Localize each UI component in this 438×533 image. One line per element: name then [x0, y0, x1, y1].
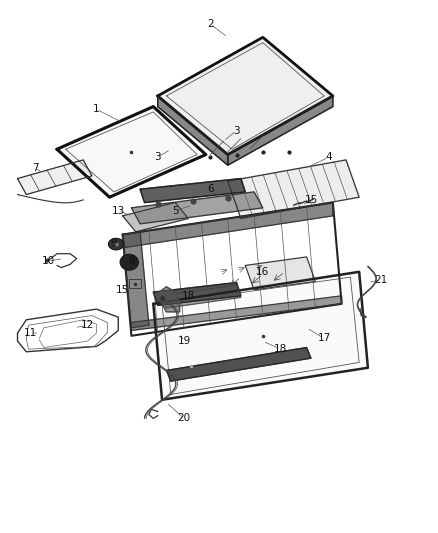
Text: 20: 20: [177, 414, 191, 423]
Text: 3: 3: [154, 152, 161, 162]
Text: 15: 15: [304, 195, 318, 205]
Polygon shape: [140, 179, 245, 203]
Polygon shape: [166, 348, 311, 381]
Text: 9: 9: [110, 238, 117, 247]
Polygon shape: [162, 285, 241, 308]
Text: 21: 21: [374, 275, 388, 285]
Polygon shape: [123, 203, 188, 232]
Text: 2: 2: [207, 19, 214, 29]
Text: 6: 6: [207, 184, 214, 194]
Polygon shape: [123, 232, 149, 328]
Text: 4: 4: [325, 152, 332, 162]
Text: 15: 15: [116, 286, 129, 295]
Text: 18: 18: [274, 344, 287, 354]
Text: 13: 13: [112, 206, 125, 215]
Polygon shape: [245, 257, 315, 290]
Polygon shape: [153, 272, 368, 400]
Text: 3: 3: [233, 126, 240, 135]
Text: 8: 8: [128, 256, 135, 266]
Polygon shape: [158, 96, 228, 165]
Polygon shape: [131, 296, 342, 330]
Polygon shape: [123, 203, 333, 248]
Text: 11: 11: [24, 328, 37, 338]
Text: 1: 1: [93, 104, 100, 114]
Polygon shape: [158, 37, 333, 155]
Text: 17: 17: [318, 334, 331, 343]
Polygon shape: [18, 160, 92, 195]
Polygon shape: [158, 287, 180, 312]
Polygon shape: [153, 282, 241, 305]
Ellipse shape: [108, 238, 124, 250]
Text: 18: 18: [182, 291, 195, 301]
Polygon shape: [131, 192, 263, 224]
Text: 10: 10: [42, 256, 55, 266]
Text: 16: 16: [256, 267, 269, 277]
Text: 5: 5: [172, 206, 179, 215]
Text: 7: 7: [32, 163, 39, 173]
Polygon shape: [228, 96, 333, 165]
Polygon shape: [57, 107, 206, 197]
Text: 12: 12: [81, 320, 94, 330]
Text: 19: 19: [177, 336, 191, 346]
Polygon shape: [228, 160, 359, 219]
Ellipse shape: [120, 254, 138, 270]
